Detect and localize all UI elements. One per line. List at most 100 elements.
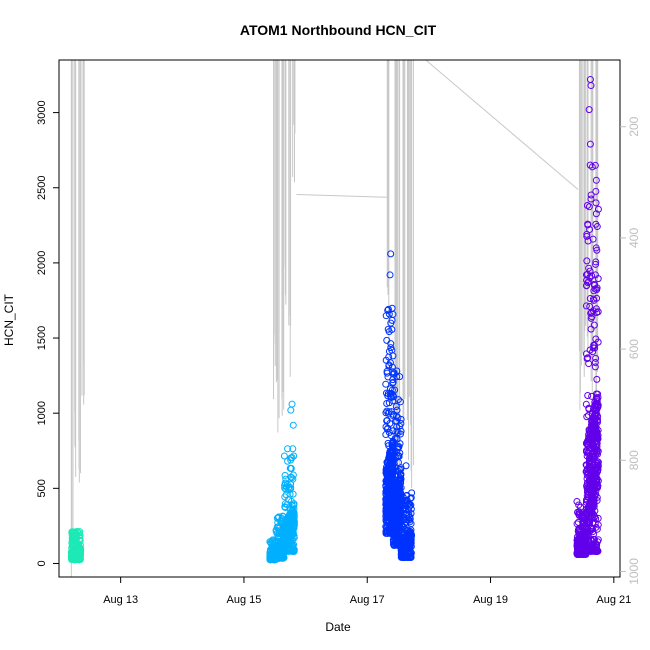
data-point (586, 267, 594, 275)
right-y-tick-label: 600 (627, 339, 641, 359)
data-point (591, 271, 599, 279)
data-point (284, 546, 292, 554)
data-point (586, 429, 594, 437)
data-point (385, 361, 393, 369)
data-point (384, 305, 392, 313)
data-point (582, 534, 590, 542)
data-point (71, 535, 79, 543)
data-point (382, 423, 390, 431)
data-point (395, 452, 403, 460)
data-point (393, 435, 401, 443)
data-point (384, 424, 392, 432)
data-point (584, 237, 592, 245)
data-point (390, 460, 398, 468)
data-point (592, 260, 600, 268)
x-tick-label: Aug 19 (473, 594, 508, 606)
data-point (583, 282, 591, 290)
data-points-layer (67, 76, 602, 564)
data-point (585, 360, 593, 368)
data-point (386, 385, 394, 393)
data-point (592, 187, 600, 195)
data-point (389, 493, 397, 501)
data-point (592, 390, 600, 398)
data-point (386, 271, 394, 279)
data-point (577, 543, 585, 551)
data-point (388, 386, 396, 394)
right-y-tick-label: 1000 (627, 558, 641, 585)
data-point (585, 203, 593, 211)
data-point (393, 406, 401, 414)
x-axis-label: Date (325, 620, 351, 634)
data-point (397, 430, 404, 438)
data-point (589, 421, 597, 429)
data-point (593, 433, 601, 441)
plot-frame (58, 59, 621, 578)
data-point (588, 417, 596, 425)
right-y-tick-label: 800 (627, 450, 641, 470)
data-point (290, 521, 298, 529)
data-point (388, 316, 396, 324)
data-point (582, 529, 590, 537)
data-point (584, 392, 592, 400)
data-point (584, 220, 592, 228)
data-point (583, 510, 591, 518)
data-point (284, 520, 291, 528)
data-point (383, 400, 391, 407)
data-point (289, 475, 297, 483)
data-point (396, 483, 404, 491)
data-point (281, 479, 289, 487)
data-point (592, 459, 600, 467)
data-point (392, 403, 400, 411)
data-point (584, 483, 592, 491)
data-point (587, 82, 595, 90)
data-point (575, 539, 583, 547)
data-point (68, 554, 76, 562)
data-point (594, 514, 602, 522)
data-point (382, 380, 390, 388)
data-point (592, 258, 600, 266)
data-point (587, 191, 595, 199)
data-point (588, 308, 596, 316)
data-point (592, 176, 600, 184)
data-point (275, 529, 283, 537)
right-y-tick-label: 400 (627, 228, 641, 248)
data-point (592, 210, 600, 218)
data-point (290, 505, 298, 513)
data-point (591, 161, 599, 169)
data-point (396, 398, 404, 406)
data-point (592, 305, 600, 313)
data-point (585, 404, 593, 412)
x-tick-label: Aug 15 (227, 594, 262, 606)
data-point (389, 514, 397, 522)
data-point (383, 476, 391, 484)
data-point (75, 544, 83, 552)
data-point (591, 285, 599, 293)
data-point (286, 485, 294, 493)
data-point (281, 500, 289, 508)
data-point (586, 449, 594, 457)
data-point (585, 106, 593, 114)
axes-layer: 0 500 1000 1500 2000 2500 3000 Aug 13 Aug 15 Aug … (36, 59, 641, 606)
x-tick-label: Aug 13 (103, 594, 138, 606)
data-point (586, 467, 594, 475)
data-point (289, 421, 297, 429)
data-point (582, 439, 590, 447)
data-point (593, 246, 601, 254)
data-point (390, 393, 398, 401)
data-point (407, 520, 415, 528)
data-point (390, 510, 398, 518)
data-point (590, 321, 598, 329)
secondary-line-layer (70, 59, 599, 577)
data-point (585, 278, 593, 286)
data-point (592, 220, 600, 228)
data-point (592, 523, 600, 531)
data-point (590, 296, 598, 304)
data-point (584, 441, 592, 449)
data-point (288, 453, 296, 461)
data-point (382, 505, 390, 513)
data-point (382, 517, 390, 525)
data-point (284, 457, 292, 465)
data-point (289, 445, 297, 453)
data-point (404, 500, 412, 508)
